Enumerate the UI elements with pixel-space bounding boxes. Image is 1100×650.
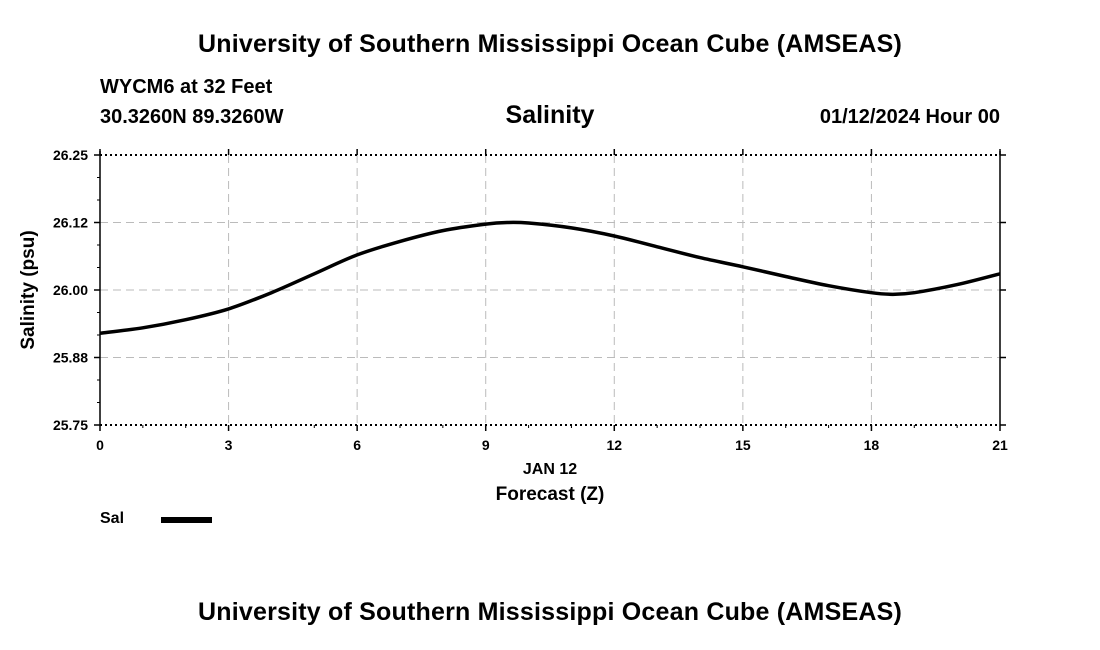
- x-tick-label-6: 18: [864, 437, 880, 453]
- x-tick-label-0: 0: [96, 437, 104, 453]
- y-tick-label-3: 26.12: [53, 215, 88, 231]
- x-tick-label-3: 9: [482, 437, 490, 453]
- coordinates-label: 30.3260N 89.3260W: [100, 106, 284, 128]
- x-axis-label: Forecast (Z): [496, 484, 605, 505]
- x-tick-label-1: 3: [225, 437, 233, 453]
- y-axis-label: Salinity (psu): [18, 230, 39, 349]
- y-tick-label-4: 26.25: [53, 147, 88, 163]
- x-tick-label-7: 21: [992, 437, 1008, 453]
- y-tick-label-0: 25.75: [53, 417, 88, 433]
- chart-title: Salinity: [505, 101, 595, 129]
- bottom-title: University of Southern Mississippi Ocean…: [198, 598, 902, 626]
- forecast-datetime: 01/12/2024 Hour 00: [819, 106, 1000, 128]
- station-label: WYCM6 at 32 Feet: [100, 76, 273, 98]
- series-line-sal: [99, 220, 1001, 335]
- legend-label: Sal: [100, 510, 125, 527]
- x-tick-label-4: 12: [606, 437, 622, 453]
- x-axis-date-label: JAN 12: [523, 461, 577, 478]
- y-tick-label-2: 26.00: [53, 282, 88, 298]
- x-tick-label-2: 6: [353, 437, 361, 453]
- x-tick-label-5: 15: [735, 437, 751, 453]
- y-tick-label-1: 25.88: [53, 350, 88, 366]
- top-title: University of Southern Mississippi Ocean…: [198, 30, 902, 58]
- legend-line-swatch: [161, 517, 212, 523]
